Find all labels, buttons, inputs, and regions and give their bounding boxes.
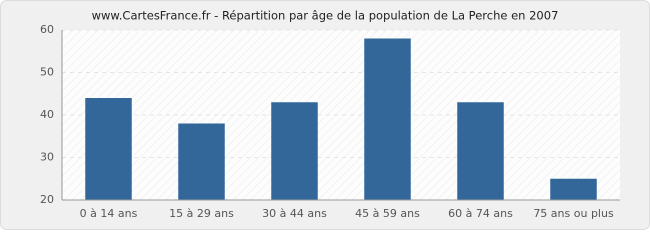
x-tick-label: 45 à 59 ans (355, 207, 420, 220)
x-tick-label: 30 à 44 ans (262, 207, 327, 220)
bar (457, 102, 504, 200)
bar (85, 98, 132, 200)
x-tick-label: 75 ans ou plus (533, 207, 614, 220)
y-tick-label: 60 (40, 23, 54, 36)
x-tick-label: 60 à 74 ans (448, 207, 513, 220)
bar (550, 178, 597, 200)
y-tick-label: 40 (40, 108, 54, 121)
x-tick-label: 15 à 29 ans (169, 207, 234, 220)
bar (178, 123, 225, 200)
y-tick-label: 20 (40, 193, 54, 206)
chart-title: www.CartesFrance.fr - Répartition par âg… (92, 9, 559, 23)
x-tick-label: 0 à 14 ans (80, 207, 138, 220)
bar (364, 38, 411, 200)
y-tick-label: 30 (40, 151, 54, 164)
chart: www.CartesFrance.fr - Répartition par âg… (0, 0, 650, 230)
bar (271, 102, 318, 200)
y-tick-label: 50 (40, 66, 54, 79)
